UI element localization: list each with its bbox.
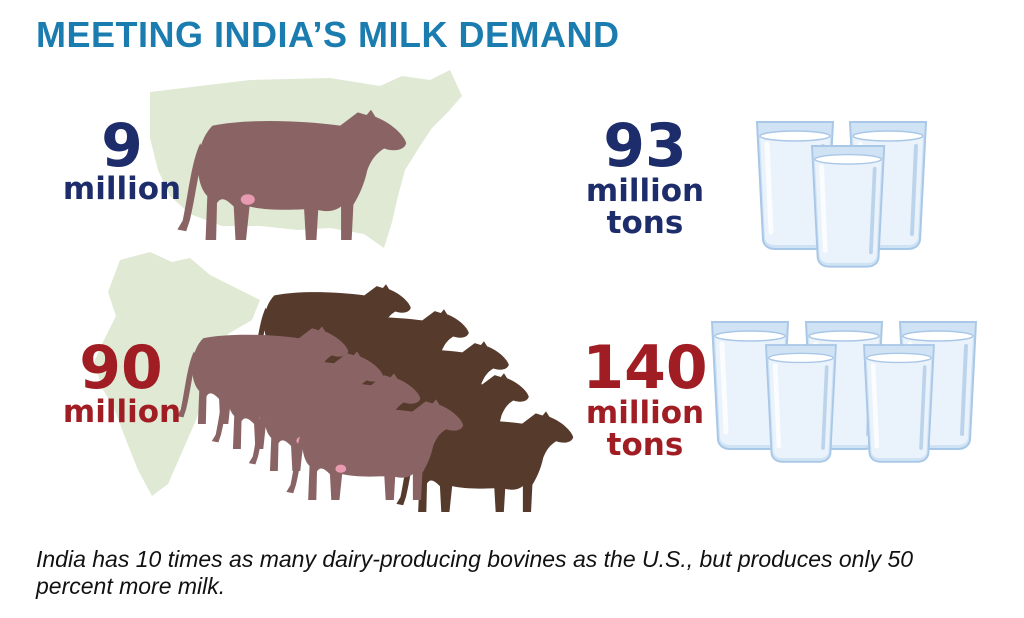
india-cattle-number: 90 bbox=[79, 333, 163, 403]
cow-icon bbox=[286, 399, 464, 500]
milk-glass-icon bbox=[766, 345, 836, 462]
india-map-icon bbox=[94, 252, 260, 496]
india-milk-unit-2: tons bbox=[606, 427, 684, 463]
us-milk-unit-1: million bbox=[585, 173, 705, 209]
cow-icon bbox=[177, 109, 407, 240]
us-milk-unit-2: tons bbox=[606, 205, 684, 241]
india-cattle-unit: million bbox=[62, 394, 182, 430]
us-cattle-number: 9 bbox=[101, 111, 143, 181]
milk-glass-icon bbox=[864, 345, 934, 462]
us-cattle-unit: million bbox=[62, 171, 182, 207]
us-milk-number: 93 bbox=[603, 111, 687, 181]
milk-glass-icon bbox=[812, 146, 884, 267]
caption: India has 10 times as many dairy-produci… bbox=[36, 546, 914, 599]
india-milk-unit-1: million bbox=[585, 395, 705, 431]
page-title: MEETING INDIA’S MILK DEMAND bbox=[36, 14, 620, 55]
india-milk-number: 140 bbox=[582, 333, 708, 403]
